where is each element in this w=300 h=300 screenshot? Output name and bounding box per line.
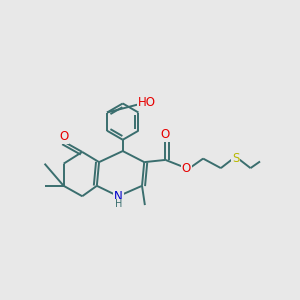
Text: S: S [232,152,239,165]
Text: H: H [115,199,122,209]
Text: O: O [182,162,191,175]
Text: O: O [161,128,170,141]
Text: O: O [59,130,68,143]
Text: N: N [114,190,123,203]
Text: HO: HO [138,96,156,109]
